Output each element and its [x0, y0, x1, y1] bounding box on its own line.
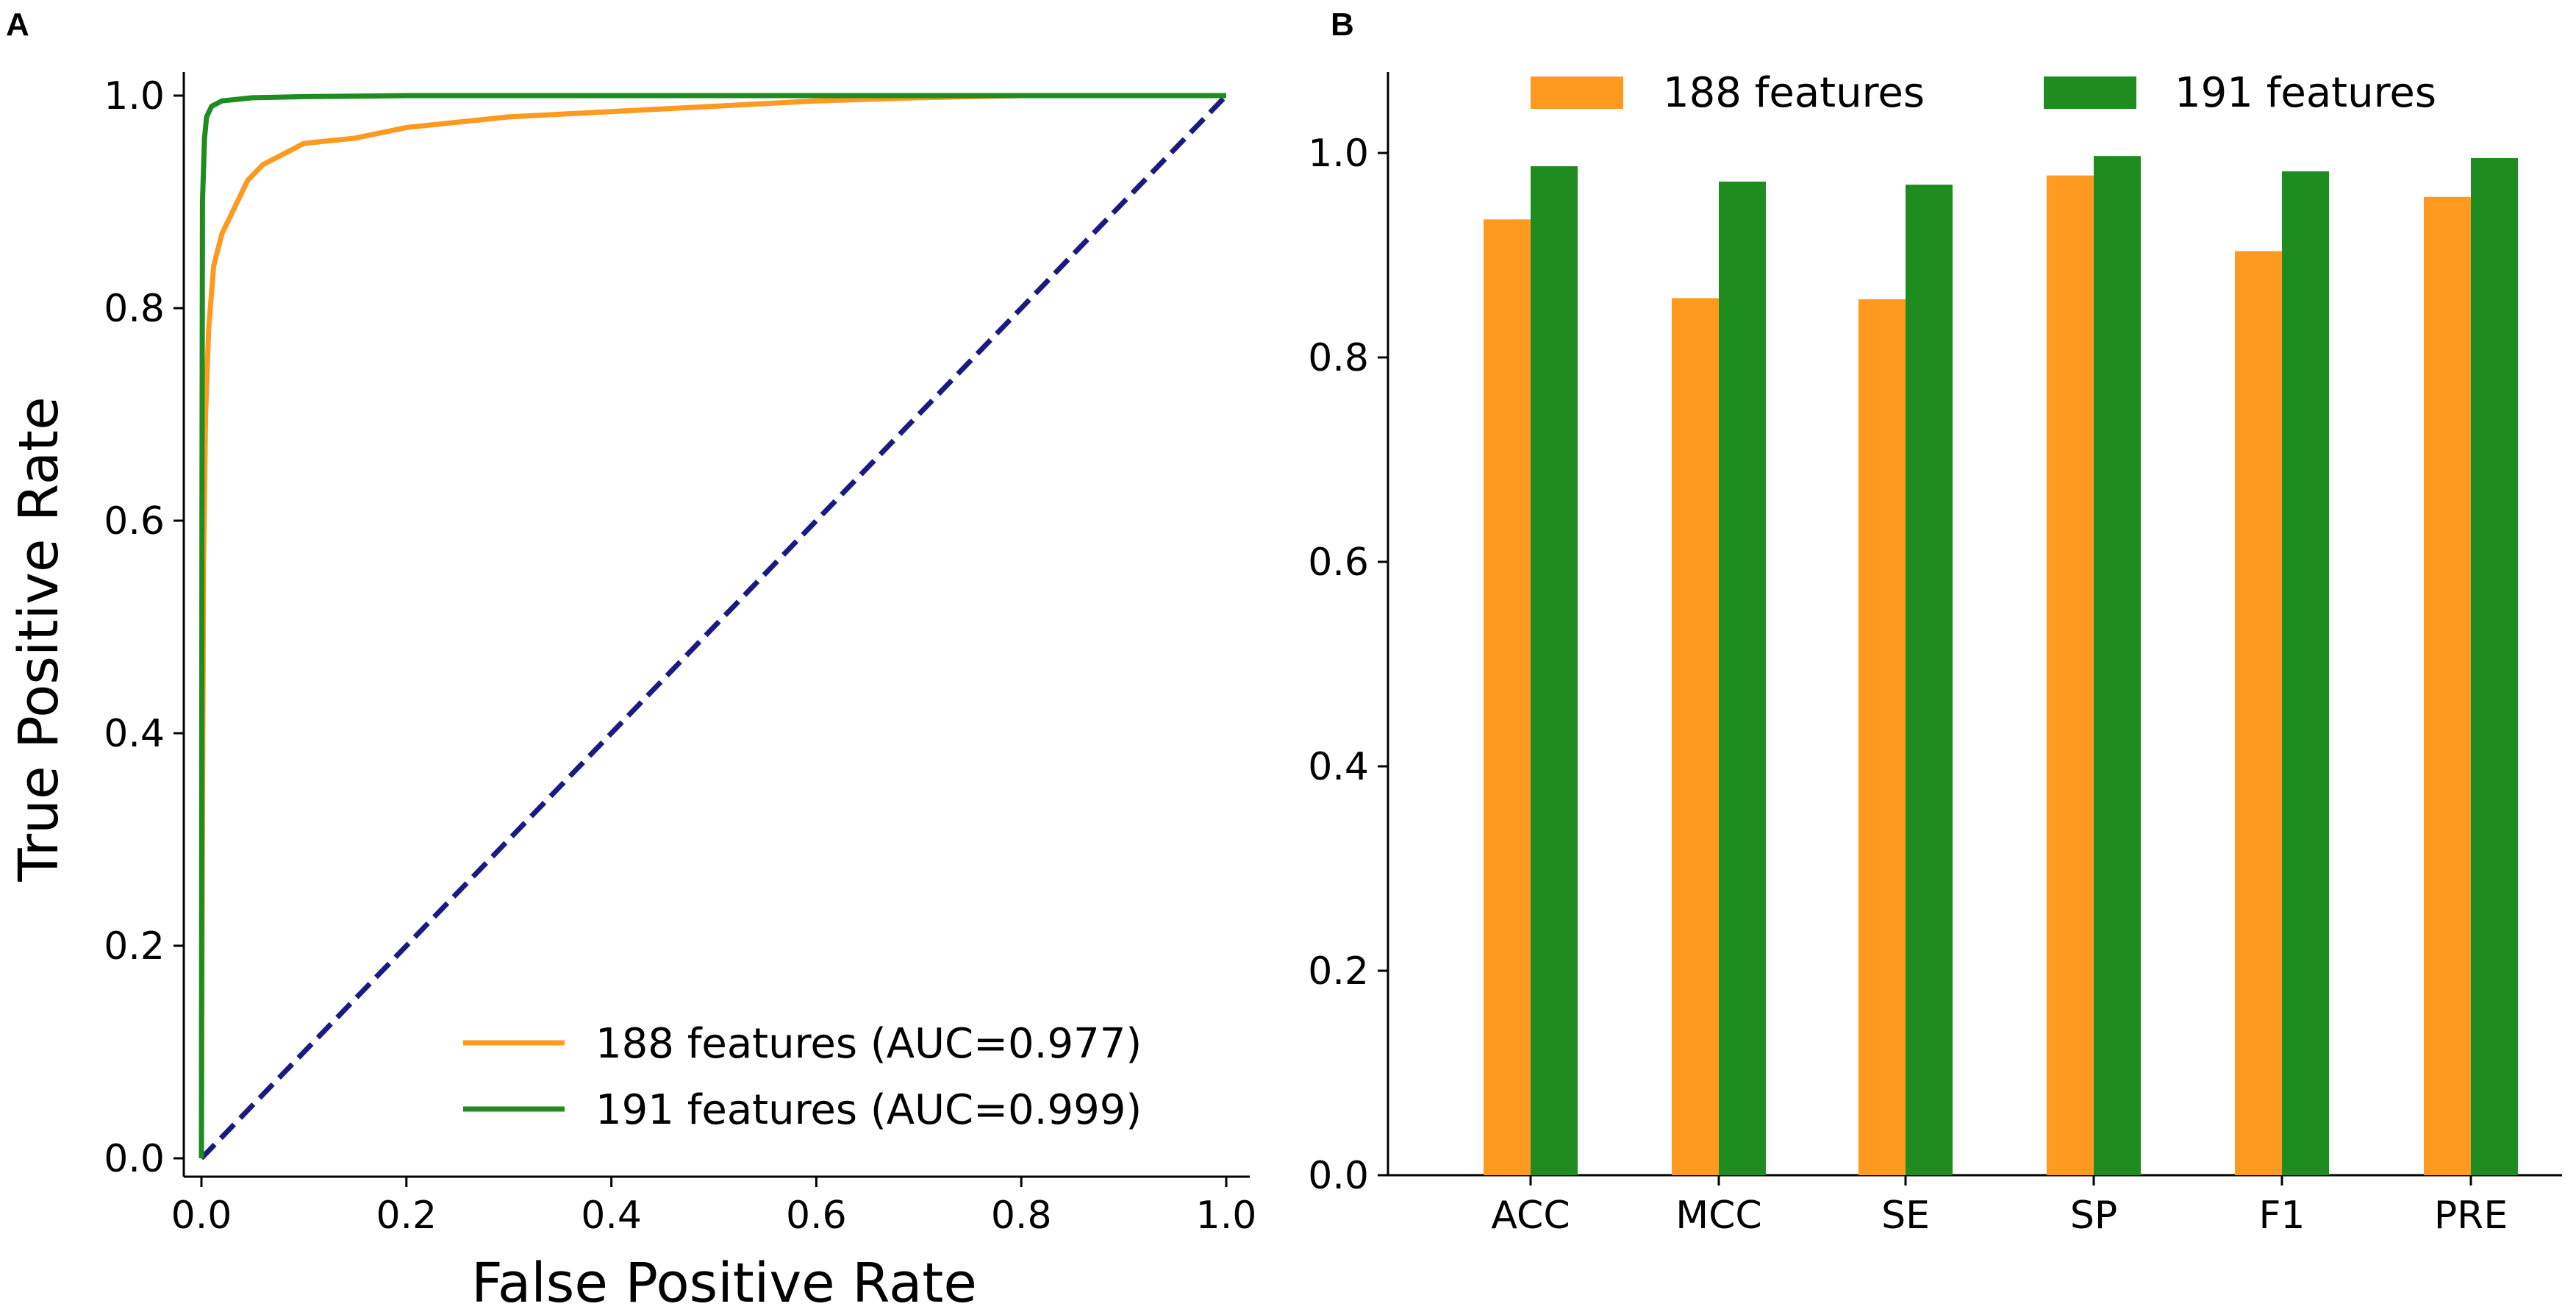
bar-legend: 188 features 191 features	[1531, 69, 2436, 117]
bar-pre-188	[2424, 196, 2471, 1175]
bar-mcc-191	[1719, 181, 1766, 1175]
panel-letter-a: A	[6, 7, 29, 43]
bar-x-tick-label: MCC	[1675, 1194, 1761, 1238]
roc-y-tick-label: 0.6	[104, 499, 165, 543]
roc-y-tick-label: 0.2	[104, 924, 165, 969]
roc-y-tick-label: 0.4	[104, 712, 165, 756]
roc-x-tick-label: 0.4	[581, 1194, 642, 1238]
bar-y-tick-label: 0.0	[1308, 1154, 1369, 1198]
roc-legend-label-188: 188 features (AUC=0.977)	[595, 1020, 1142, 1068]
roc-y-ticks: 0.0 0.2 0.4 0.6 0.8 1.0	[104, 74, 184, 1181]
bar-legend-swatch-191	[2044, 76, 2136, 109]
bar-acc-188	[1484, 219, 1531, 1176]
metrics-bar-chart: 0.0 0.2 0.4 0.6 0.8 1.0 ACC MCC SE SP F1 PRE 188 f…	[1308, 69, 2562, 1238]
roc-legend: 188 features (AUC=0.977) 191 features (A…	[463, 1020, 1142, 1134]
bar-y-ticks: 0.0 0.2 0.4 0.6 0.8 1.0	[1308, 132, 1388, 1198]
roc-y-axis-label: True Positive Rate	[7, 396, 71, 882]
bar-f1-188	[2235, 251, 2282, 1176]
roc-curves	[198, 93, 1228, 1161]
roc-x-tick-label: 0.8	[991, 1194, 1052, 1238]
roc-y-tick-label: 1.0	[104, 74, 165, 118]
roc-x-tick-label: 1.0	[1196, 1194, 1257, 1238]
roc-x-tick-label: 0.2	[376, 1194, 437, 1238]
bar-legend-label-188: 188 features	[1663, 69, 1925, 117]
bar-mcc-188	[1672, 298, 1719, 1175]
bar-pre-191	[2471, 157, 2518, 1176]
roc-legend-label-191: 191 features (AUC=0.999)	[595, 1086, 1142, 1134]
roc-chance-line	[199, 93, 1228, 1161]
bar-x-tick-label: F1	[2259, 1194, 2305, 1238]
bar-y-tick-label: 0.6	[1308, 541, 1369, 585]
bar-sp-191	[2094, 156, 2141, 1175]
roc-chart: 0.0 0.2 0.4 0.6 0.8 1.0 0.0 0.2 0.4 0.6 0.8 1.0 Fa…	[7, 72, 1256, 1312]
roc-x-tick-label: 0.0	[171, 1194, 232, 1238]
bar-f1-191	[2282, 171, 2329, 1175]
bar-series	[1484, 156, 2518, 1176]
bar-se-188	[1858, 299, 1906, 1175]
bar-y-tick-label: 0.2	[1308, 949, 1369, 994]
roc-x-tick-label: 0.6	[786, 1194, 847, 1238]
panel-letter-b: B	[1331, 7, 1354, 43]
roc-curve-191	[198, 93, 1226, 1159]
bar-x-tick-label: SE	[1881, 1194, 1930, 1238]
roc-y-tick-label: 0.8	[104, 287, 165, 331]
bar-legend-swatch-188	[1531, 76, 1623, 109]
bar-x-ticks: ACC MCC SE SP F1 PRE	[1491, 1175, 2508, 1238]
bar-x-tick-label: ACC	[1491, 1194, 1570, 1238]
bar-y-tick-label: 1.0	[1308, 132, 1369, 176]
roc-x-axis-label: False Positive Rate	[471, 1252, 977, 1312]
roc-curve-188	[198, 93, 1226, 1159]
bar-x-tick-label: SP	[2070, 1194, 2117, 1238]
bar-x-tick-label: PRE	[2434, 1194, 2508, 1238]
bar-acc-191	[1531, 166, 1578, 1175]
bar-legend-label-191: 191 features	[2175, 69, 2436, 117]
bar-y-tick-label: 0.4	[1308, 745, 1369, 789]
bar-se-191	[1906, 185, 1953, 1176]
bar-y-tick-label: 0.8	[1308, 336, 1369, 380]
roc-y-tick-label: 0.0	[104, 1137, 165, 1181]
roc-x-ticks: 0.0 0.2 0.4 0.6 0.8 1.0	[171, 1177, 1257, 1238]
bar-sp-188	[2047, 175, 2094, 1176]
